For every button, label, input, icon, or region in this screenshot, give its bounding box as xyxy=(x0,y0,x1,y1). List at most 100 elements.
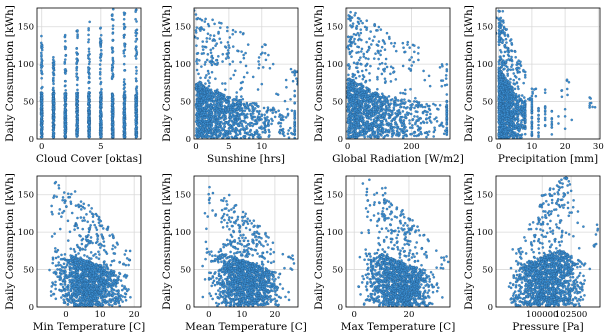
scatter-point xyxy=(231,45,235,48)
y-tick-label: 0 xyxy=(338,135,343,145)
scatter-point xyxy=(233,136,237,139)
scatter-point xyxy=(248,124,252,127)
scatter-point xyxy=(445,83,449,87)
scatter-point xyxy=(52,109,56,113)
scatter-point xyxy=(226,41,230,44)
scatter-point xyxy=(210,93,213,96)
scatter-point xyxy=(224,100,228,104)
scatter-point xyxy=(63,93,66,96)
scatter-point xyxy=(445,132,449,135)
scatter-point xyxy=(88,115,91,118)
scatter-point xyxy=(368,37,371,40)
scatter-point xyxy=(212,61,215,64)
scatter-point xyxy=(383,77,387,81)
scatter-point xyxy=(372,110,376,113)
scatter-point xyxy=(200,99,203,102)
scatter-point xyxy=(246,106,250,109)
scatter-point xyxy=(237,124,240,127)
scatter-point xyxy=(194,29,198,32)
scatter-point xyxy=(404,115,408,119)
scatter-point xyxy=(64,97,67,100)
scatter-point xyxy=(244,64,248,68)
scatter-point xyxy=(387,116,391,120)
scatter-point xyxy=(122,103,126,107)
scatter-point xyxy=(391,133,395,136)
scatter-point xyxy=(379,103,383,107)
scatter-point xyxy=(263,43,266,46)
scatter-point xyxy=(63,62,67,65)
scatter-point xyxy=(293,73,296,77)
scatter-point xyxy=(226,98,230,101)
y-axis-label: Daily Consumption [kWh] xyxy=(4,5,16,142)
scatter-point xyxy=(221,100,224,104)
scatter-point xyxy=(414,104,418,107)
scatter-point xyxy=(277,121,281,124)
scatter-point xyxy=(410,56,413,59)
scatter-point xyxy=(359,96,362,100)
scatter-point xyxy=(394,104,398,107)
scatter-point xyxy=(371,39,375,42)
scatter-point xyxy=(215,100,219,104)
scatter-point xyxy=(206,86,209,90)
scatter-point xyxy=(347,121,350,124)
scatter-point xyxy=(291,70,294,74)
scatter-point xyxy=(348,43,352,47)
scatter-point xyxy=(360,38,363,42)
scatter-point xyxy=(272,108,275,112)
scatter-point xyxy=(278,128,282,132)
scatter-point xyxy=(348,52,352,56)
scatter-point xyxy=(203,20,207,23)
scatter-point xyxy=(212,34,216,37)
scatter-point xyxy=(374,95,378,99)
scatter-point xyxy=(406,43,409,46)
scatter-point xyxy=(371,129,375,133)
scatter-point xyxy=(379,125,383,129)
scatter-point xyxy=(414,122,417,126)
scatter-point xyxy=(221,53,225,56)
scatter-point xyxy=(214,114,218,117)
scatter-point xyxy=(506,65,509,69)
scatter-point xyxy=(122,107,126,111)
scatter-point xyxy=(210,115,213,119)
scatter-point xyxy=(245,71,249,75)
scatter-point xyxy=(293,127,296,131)
scatter-point xyxy=(221,82,224,85)
scatter-point xyxy=(134,77,138,80)
scatter-point xyxy=(87,81,90,85)
scatter-point xyxy=(111,38,115,42)
scatter-point xyxy=(347,35,350,39)
scatter-point xyxy=(99,114,102,118)
scatter-point xyxy=(230,103,234,106)
scatter-point xyxy=(277,109,280,113)
scatter-point xyxy=(99,45,103,49)
scatter-point xyxy=(401,64,405,68)
scatter-point xyxy=(384,118,388,121)
scatter-point xyxy=(234,120,237,123)
scatter-point xyxy=(205,74,208,77)
x-tick-label: 5 xyxy=(226,142,231,152)
scatter-point xyxy=(242,53,245,57)
scatter-point xyxy=(267,124,270,128)
scatter-point xyxy=(502,54,506,58)
scatter-point xyxy=(52,99,56,103)
scatter-point xyxy=(441,79,445,82)
scatter-point xyxy=(198,87,202,91)
scatter-point xyxy=(205,95,209,99)
scatter-point xyxy=(215,63,218,66)
scatter-point xyxy=(52,120,56,123)
scatter-point xyxy=(223,112,227,115)
scatter-point xyxy=(210,59,213,62)
scatter-point xyxy=(438,66,442,69)
scatter-point xyxy=(442,132,446,136)
scatter-point xyxy=(99,97,102,101)
scatter-point xyxy=(216,134,219,138)
scatter-point xyxy=(380,72,384,76)
scatter-point xyxy=(281,127,285,131)
scatter-point xyxy=(201,45,204,48)
scatter-point xyxy=(441,64,444,68)
scatter-point xyxy=(88,73,91,76)
scatter-point xyxy=(369,118,373,121)
scatter-point xyxy=(75,68,78,72)
scatter-point xyxy=(263,113,266,117)
scatter-point xyxy=(351,103,354,106)
